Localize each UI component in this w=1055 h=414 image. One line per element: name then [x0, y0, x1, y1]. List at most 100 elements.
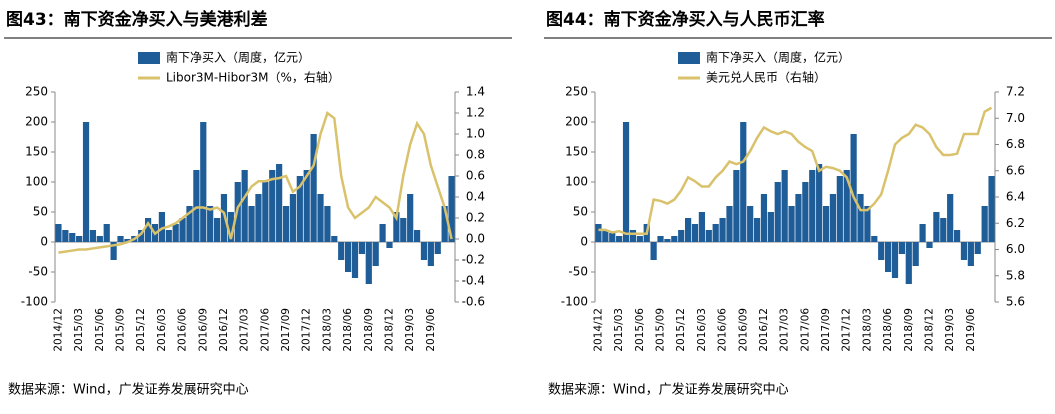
- bar: [386, 242, 393, 248]
- bar: [317, 194, 324, 242]
- bar: [822, 206, 830, 242]
- bar: [393, 212, 400, 242]
- y2-tick-label: 6.4: [1006, 190, 1025, 204]
- bar: [960, 242, 968, 260]
- y2-tick-label: 0.8: [466, 148, 485, 162]
- y-tick-label: 200: [565, 115, 588, 129]
- bar: [947, 194, 954, 242]
- x-tick-label: 2015/03: [613, 308, 625, 352]
- x-tick-label: 2016/09: [197, 308, 209, 352]
- x-tick-label: 2019/06: [425, 308, 437, 352]
- y2-tick-label: 0.4: [466, 190, 485, 204]
- bar: [940, 218, 947, 242]
- bar: [912, 242, 919, 266]
- bar: [850, 134, 857, 242]
- bar: [207, 206, 214, 242]
- bar: [712, 224, 719, 242]
- bar: [262, 182, 269, 242]
- x-tick-label: 2015/06: [94, 308, 106, 352]
- bar: [891, 242, 899, 278]
- bar: [953, 230, 961, 242]
- y-tick-label: 250: [25, 85, 48, 99]
- bar: [179, 218, 186, 242]
- source-note: 数据来源：Wind，广发证券发展研究中心: [8, 382, 249, 398]
- bar: [760, 194, 768, 242]
- bar: [705, 230, 712, 242]
- bar: [636, 236, 643, 242]
- bar: [55, 224, 62, 242]
- bar: [186, 206, 193, 242]
- bar: [919, 224, 926, 242]
- bar: [905, 242, 912, 284]
- y2-tick-label: 0.6: [466, 169, 485, 183]
- legend-swatch: [138, 52, 160, 64]
- y-tick-label: 50: [573, 205, 588, 219]
- bar: [372, 242, 379, 266]
- bar: [82, 122, 90, 242]
- x-tick-label: 2016/12: [218, 308, 230, 352]
- bar: [69, 233, 76, 242]
- x-tick-label: 2016/09: [737, 308, 749, 352]
- bar: [988, 176, 995, 242]
- bar: [276, 164, 283, 242]
- bar: [774, 182, 781, 242]
- y-tick-label: 150: [565, 145, 588, 159]
- x-tick-label: 2019/06: [965, 308, 977, 352]
- bar: [89, 230, 97, 242]
- x-tick-label: 2016/12: [758, 308, 770, 352]
- bar: [400, 218, 407, 242]
- chart: 图44：南下资金净买入与人民币汇率 -100 -50 0 50 100 150 200 250 5…: [544, 9, 1052, 398]
- y2-tick-label: -0.6: [462, 295, 485, 309]
- bar: [974, 242, 981, 254]
- x-tick-label: 2018/06: [342, 308, 354, 352]
- bar: [664, 239, 671, 242]
- x-tick-label: 2019/03: [944, 308, 956, 352]
- y2-tick-label: 1.4: [466, 85, 485, 99]
- x-tick-label: 2018/09: [363, 308, 375, 352]
- bar: [933, 212, 940, 242]
- x-tick-label: 2016/03: [156, 308, 168, 352]
- bar: [698, 212, 705, 242]
- bar: [809, 170, 816, 242]
- bar: [609, 233, 616, 242]
- chart: 图43：南下资金净买入与美港利差 -100 -50 0 50 100 150 200 250 -0…: [4, 9, 512, 398]
- y-tick-label: 100: [25, 175, 48, 189]
- bar: [678, 230, 685, 242]
- y-tick-label: -50: [568, 265, 588, 279]
- y2-tick-label: 6.8: [1006, 137, 1025, 151]
- line-series: [58, 110, 453, 254]
- y2-tick-label: 6.0: [1006, 242, 1025, 256]
- bar: [379, 224, 386, 242]
- y-tick-label: -50: [28, 265, 48, 279]
- bar: [657, 236, 664, 242]
- x-tick-label: 2015/12: [675, 308, 687, 352]
- y2-tick-label: 7.0: [1006, 111, 1025, 125]
- x-tick-label: 2015/12: [135, 308, 147, 352]
- y-tick-label: 0: [40, 235, 48, 249]
- x-tick-label: 2017/12: [301, 308, 313, 352]
- y2-tick-label: 1.2: [466, 106, 485, 120]
- y-tick-label: 200: [25, 115, 48, 129]
- bar: [303, 170, 310, 242]
- bar: [622, 122, 630, 242]
- bar: [885, 242, 892, 272]
- bar: [407, 194, 414, 242]
- x-tick-label: 2017/09: [280, 308, 292, 352]
- x-tick-label: 2018/12: [923, 308, 935, 352]
- bar: [158, 212, 165, 242]
- x-tick-label: 2015/06: [634, 308, 646, 352]
- bar: [733, 170, 740, 242]
- bar: [871, 236, 878, 242]
- y-tick-label: 150: [25, 145, 48, 159]
- bar: [227, 212, 234, 242]
- chart-title: 图44：南下资金净买入与人民币汇率: [546, 9, 825, 30]
- bar: [864, 206, 871, 242]
- bar: [650, 242, 657, 260]
- bar: [331, 236, 338, 242]
- bar: [448, 176, 455, 242]
- bar: [726, 206, 733, 242]
- legend-swatch: [678, 52, 700, 64]
- bar: [740, 122, 747, 242]
- x-tick-label: 2017/03: [779, 308, 791, 352]
